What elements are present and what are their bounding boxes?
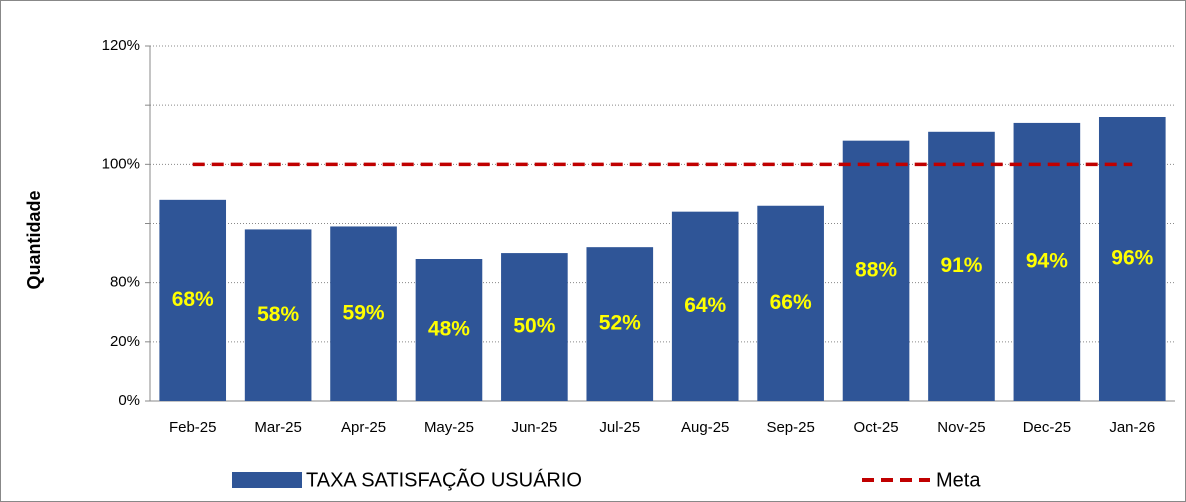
value-label: 64% bbox=[684, 294, 726, 317]
bar bbox=[244, 229, 312, 401]
value-label: 91% bbox=[940, 254, 982, 277]
value-label: 68% bbox=[172, 288, 214, 311]
x-tick-label: Sep-25 bbox=[766, 419, 814, 436]
value-label: 48% bbox=[428, 318, 470, 341]
legend-label: TAXA SATISFAÇÃO USUÁRIO bbox=[306, 467, 582, 491]
legend-swatch bbox=[232, 472, 302, 488]
x-tick-label: May-25 bbox=[424, 419, 474, 436]
value-label: 94% bbox=[1026, 250, 1068, 273]
bar bbox=[757, 205, 824, 401]
bar bbox=[586, 247, 654, 401]
bar bbox=[501, 253, 568, 401]
x-tick-label: Feb-25 bbox=[169, 419, 217, 436]
x-tick-label: Jan-26 bbox=[1109, 419, 1155, 436]
bar bbox=[671, 211, 739, 401]
bar bbox=[330, 226, 397, 401]
y-tick-label: 100% bbox=[102, 155, 140, 172]
value-label: 66% bbox=[770, 291, 812, 314]
bar bbox=[415, 259, 483, 401]
value-label: 52% bbox=[599, 312, 641, 335]
legend-label: Meta bbox=[936, 469, 981, 491]
value-label: 50% bbox=[513, 315, 555, 338]
bar bbox=[928, 131, 995, 401]
value-label: 96% bbox=[1111, 247, 1153, 270]
x-tick-label: Jun-25 bbox=[511, 419, 557, 436]
y-tick-label: 80% bbox=[110, 274, 140, 291]
value-label: 59% bbox=[343, 301, 385, 324]
value-label: 88% bbox=[855, 258, 897, 281]
y-tick-label: 120% bbox=[102, 37, 140, 54]
x-tick-label: Aug-25 bbox=[681, 419, 729, 436]
bar bbox=[842, 140, 910, 401]
x-tick-label: Nov-25 bbox=[937, 419, 985, 436]
bar bbox=[159, 199, 227, 401]
value-label: 58% bbox=[257, 303, 299, 326]
x-tick-label: Mar-25 bbox=[254, 419, 302, 436]
x-tick-label: Apr-25 bbox=[341, 419, 386, 436]
y-tick-label: 20% bbox=[110, 333, 140, 350]
y-axis-label: Quantidade bbox=[24, 190, 44, 289]
x-tick-label: Jul-25 bbox=[599, 419, 640, 436]
y-tick-label: 0% bbox=[118, 392, 140, 409]
bar bbox=[1013, 122, 1081, 402]
x-tick-label: Dec-25 bbox=[1023, 419, 1071, 436]
x-tick-label: Oct-25 bbox=[854, 419, 899, 436]
